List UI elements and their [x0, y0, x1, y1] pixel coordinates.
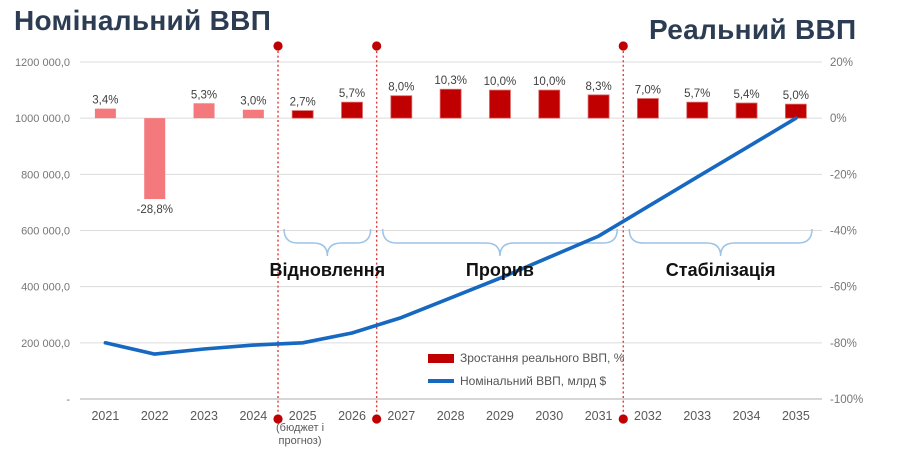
bar-2027	[390, 95, 413, 119]
chart-title-real-gdp: Реальний ВВП	[649, 14, 857, 45]
bar-2026	[341, 101, 363, 119]
phase-brace	[628, 228, 813, 257]
phase-label-stabilization: Стабілізація	[665, 260, 776, 280]
legend-item-nominal-gdp: Номінальний ВВП, млрд $	[428, 374, 624, 388]
left-axis-tick: -	[66, 394, 70, 406]
left-axis-tick: 400 000,0	[21, 282, 70, 294]
year-label-2028: 2028	[437, 409, 465, 423]
left-axis-tick: 600 000,0	[21, 226, 70, 238]
year-label-2025: 2025	[289, 409, 317, 423]
budget-forecast-note: (бюджет і прогноз)	[276, 422, 324, 448]
legend-line-swatch	[428, 379, 454, 383]
year-label-2023: 2023	[190, 409, 218, 423]
year-label-2024: 2024	[239, 409, 267, 423]
bar-2021	[94, 108, 116, 119]
legend-line-label: Номінальний ВВП, млрд $	[460, 374, 607, 388]
year-label-2027: 2027	[387, 409, 415, 423]
divider-dot-bottom	[618, 414, 628, 424]
divider-dot-bottom	[273, 414, 283, 424]
bar-label-2030: 10,0%	[533, 76, 566, 88]
bar-label-2031: 8,3%	[585, 81, 611, 93]
bar-label-2023: 5,3%	[191, 89, 217, 101]
bar-label-2027: 8,0%	[388, 82, 414, 94]
divider-dot-top	[273, 41, 283, 51]
budget-note-line2: прогноз)	[278, 435, 322, 447]
bar-label-2026: 5,7%	[339, 88, 365, 100]
chart-title-nominal-gdp: Номінальний ВВП	[14, 5, 272, 36]
left-axis-tick: 200 000,0	[21, 338, 70, 350]
bar-2030	[538, 89, 561, 119]
bar-label-2035: 5,0%	[783, 90, 809, 102]
left-axis-tick: 1200 000,0	[15, 57, 70, 69]
bar-2034	[735, 102, 758, 119]
bar-2029	[489, 89, 511, 119]
right-axis-tick: 20%	[830, 57, 853, 69]
budget-note-line1: (бюджет і	[275, 422, 325, 434]
nominal-gdp-line	[103, 116, 798, 356]
right-axis-tick: -40%	[830, 226, 857, 238]
year-label-2033: 2033	[683, 409, 711, 423]
phase-brace	[381, 228, 619, 257]
bar-label-2024: 3,0%	[240, 96, 266, 108]
bar-label-2022: -28,8%	[137, 204, 173, 216]
bar-label-2034: 5,4%	[733, 89, 759, 101]
year-label-2031: 2031	[585, 409, 613, 423]
divider-dot-top	[372, 41, 382, 51]
year-label-2034: 2034	[733, 409, 761, 423]
divider-dot-top	[618, 41, 628, 51]
chart-legend: Зростання реального ВВП, % Номінальний В…	[428, 351, 624, 388]
right-axis-tick: -20%	[830, 169, 857, 181]
divider-dot-bottom	[372, 414, 382, 424]
phase-brace	[283, 228, 372, 257]
year-label-2021: 2021	[91, 409, 119, 423]
bar-label-2028: 10,3%	[434, 75, 467, 87]
bar-2031	[587, 94, 610, 119]
year-label-2035: 2035	[782, 409, 810, 423]
right-axis-tick: -100%	[830, 394, 863, 406]
left-axis-tick: 800 000,0	[21, 169, 70, 181]
year-label-2030: 2030	[535, 409, 563, 423]
legend-bar-label: Зростання реального ВВП, %	[460, 351, 625, 365]
legend-item-real-gdp-growth: Зростання реального ВВП, %	[428, 351, 624, 365]
right-axis-tick: -80%	[830, 338, 857, 350]
bar-label-2029: 10,0%	[484, 76, 517, 88]
bar-2032	[637, 98, 659, 119]
year-label-2032: 2032	[634, 409, 662, 423]
bar-label-2032: 7,0%	[635, 85, 661, 97]
bar-2035	[784, 103, 807, 119]
left-axis-tick: 1000 000,0	[15, 113, 70, 125]
phase-label-breakthrough: Прорив	[465, 260, 534, 280]
year-label-2022: 2022	[141, 409, 169, 423]
year-label-2029: 2029	[486, 409, 514, 423]
legend-bar-swatch	[428, 353, 454, 363]
year-label-2026: 2026	[338, 409, 366, 423]
bar-label-2021: 3,4%	[92, 95, 118, 107]
bar-2023	[193, 103, 215, 119]
phase-label-recovery: Відновлення	[269, 260, 386, 280]
bar-2033	[686, 101, 709, 119]
right-axis-tick: -60%	[830, 282, 857, 294]
bar-2028	[439, 88, 462, 119]
bar-2025	[291, 110, 314, 119]
bar-label-2025: 2,7%	[290, 97, 316, 109]
bar-label-2033: 5,7%	[684, 88, 710, 100]
right-axis-tick: 0%	[830, 113, 847, 125]
bar-2024	[242, 109, 264, 119]
bar-2022	[144, 118, 166, 200]
